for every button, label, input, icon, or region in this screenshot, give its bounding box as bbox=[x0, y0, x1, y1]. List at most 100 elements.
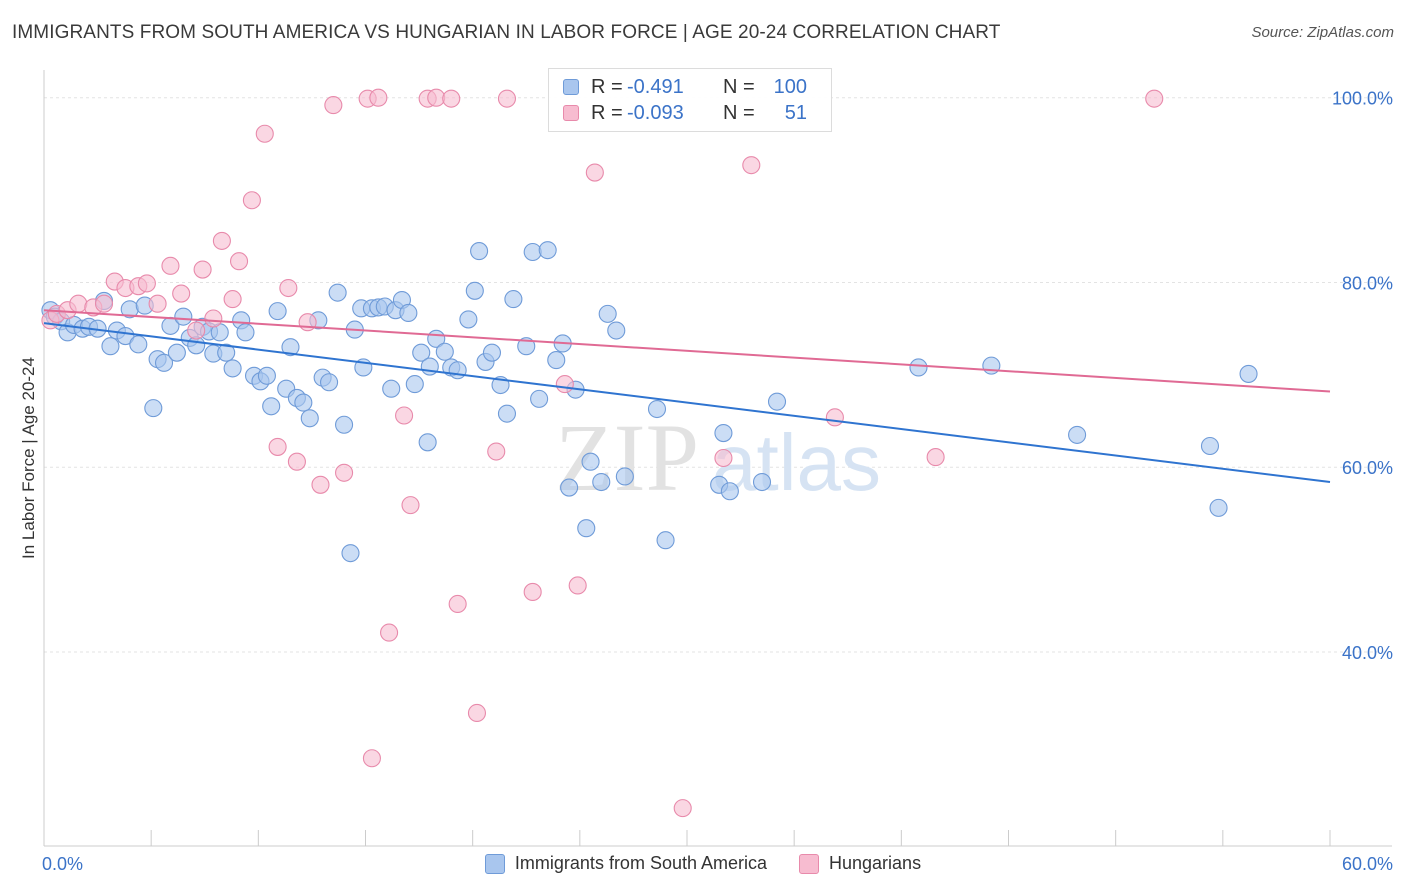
point-south-america bbox=[217, 343, 236, 362]
trend-lines bbox=[43, 309, 1331, 484]
chart-legend: Immigrants from South America Hungarians bbox=[0, 853, 1406, 874]
point-south-america bbox=[300, 409, 319, 428]
point-south-america bbox=[154, 353, 174, 372]
point-hungarians bbox=[335, 463, 354, 482]
point-hungarians bbox=[242, 191, 261, 210]
point-south-america bbox=[497, 404, 517, 423]
point-hungarians bbox=[223, 290, 242, 309]
n-label: N = bbox=[723, 75, 755, 98]
point-hungarians bbox=[279, 278, 298, 298]
watermark: ZIP atlas bbox=[555, 404, 881, 511]
stats-row-hungarians: R = -0.093 N = 51 bbox=[563, 100, 807, 126]
point-hungarians bbox=[742, 156, 761, 175]
stats-row-south-america: R = -0.491 N = 100 bbox=[563, 74, 807, 100]
point-south-america bbox=[530, 389, 549, 408]
point-hungarians bbox=[137, 274, 156, 293]
gridlines bbox=[44, 97, 1392, 653]
y-tick-label: 60.0% bbox=[1342, 458, 1393, 478]
stats-swatch-hungarians bbox=[563, 105, 579, 121]
y-tick-label: 80.0% bbox=[1342, 273, 1393, 293]
point-south-america bbox=[504, 290, 523, 309]
trend-line-south-america bbox=[43, 322, 1331, 484]
point-hungarians bbox=[268, 437, 287, 456]
point-south-america bbox=[174, 307, 193, 326]
legend-label: Immigrants from South America bbox=[514, 853, 768, 873]
source-credit: Source: ZipAtlas.com bbox=[1251, 24, 1394, 41]
point-hungarians bbox=[568, 576, 587, 595]
point-hungarians bbox=[229, 252, 249, 271]
point-south-america bbox=[236, 323, 255, 342]
stats-swatch-south-america bbox=[563, 79, 579, 95]
point-south-america bbox=[294, 393, 313, 412]
point-south-america bbox=[405, 375, 424, 394]
point-south-america bbox=[281, 338, 300, 357]
point-hungarians bbox=[362, 749, 381, 768]
point-hungarians bbox=[497, 89, 517, 108]
point-hungarians bbox=[555, 375, 574, 394]
point-south-america bbox=[257, 366, 276, 385]
point-south-america bbox=[448, 361, 467, 380]
point-south-america bbox=[320, 373, 339, 392]
point-south-america bbox=[1200, 436, 1220, 456]
point-south-america bbox=[598, 304, 617, 323]
point-hungarians bbox=[311, 475, 330, 494]
point-south-america bbox=[129, 335, 148, 354]
point-south-america bbox=[335, 415, 354, 434]
watermark-zip: ZIP bbox=[555, 404, 699, 511]
n-label: N = bbox=[723, 101, 755, 124]
point-south-america bbox=[592, 472, 611, 492]
point-hungarians bbox=[161, 256, 180, 275]
y-axis-label: In Labor Force | Age 20-24 bbox=[19, 357, 38, 559]
r-value: -0.093 bbox=[627, 101, 684, 124]
r-label: R = bbox=[591, 101, 623, 124]
trend-line-hungarians bbox=[43, 309, 1331, 393]
point-hungarians bbox=[448, 594, 467, 614]
point-south-america bbox=[909, 358, 928, 377]
point-hungarians bbox=[69, 294, 88, 313]
r-value: -0.491 bbox=[627, 75, 684, 98]
point-hungarians bbox=[926, 448, 945, 467]
point-south-america bbox=[714, 424, 733, 443]
r-label: R = bbox=[591, 75, 623, 98]
n-value: 100 bbox=[773, 75, 807, 98]
point-south-america bbox=[547, 351, 566, 370]
point-south-america bbox=[538, 241, 557, 260]
point-hungarians bbox=[487, 442, 506, 461]
point-south-america bbox=[223, 359, 242, 378]
watermark-atlas: atlas bbox=[712, 418, 881, 507]
point-hungarians bbox=[427, 88, 446, 107]
point-hungarians bbox=[255, 124, 274, 143]
x-tick-label-min: 0.0% bbox=[42, 854, 83, 874]
y-tick-label: 40.0% bbox=[1342, 643, 1393, 663]
point-south-america bbox=[101, 337, 120, 356]
point-hungarians bbox=[172, 284, 191, 303]
point-hungarians bbox=[395, 406, 414, 425]
legend-item-south-america: Immigrants from South America bbox=[484, 853, 768, 874]
point-south-america bbox=[523, 242, 542, 262]
point-hungarians bbox=[825, 408, 844, 427]
point-hungarians bbox=[380, 623, 399, 642]
y-tick-label: 100.0% bbox=[1332, 89, 1393, 109]
point-hungarians bbox=[714, 448, 733, 468]
point-south-america bbox=[982, 356, 1001, 375]
point-hungarians bbox=[324, 96, 343, 115]
point-south-america bbox=[399, 303, 418, 323]
point-hungarians bbox=[187, 321, 206, 340]
legend-swatch-south-america bbox=[484, 853, 505, 874]
point-south-america bbox=[262, 397, 281, 416]
point-hungarians bbox=[204, 309, 223, 328]
point-south-america bbox=[268, 302, 287, 321]
chart-title: IMMIGRANTS FROM SOUTH AMERICA VS HUNGARI… bbox=[12, 22, 1001, 43]
n-value: 51 bbox=[784, 101, 807, 124]
point-south-america bbox=[482, 343, 502, 362]
point-south-america bbox=[607, 321, 626, 340]
point-south-america bbox=[459, 310, 478, 329]
point-south-america bbox=[560, 478, 579, 497]
point-south-america bbox=[647, 399, 667, 419]
point-south-america bbox=[144, 399, 163, 418]
point-hungarians bbox=[467, 703, 487, 723]
point-south-america bbox=[465, 281, 484, 300]
point-hungarians bbox=[442, 89, 461, 108]
point-south-america bbox=[1239, 364, 1258, 383]
